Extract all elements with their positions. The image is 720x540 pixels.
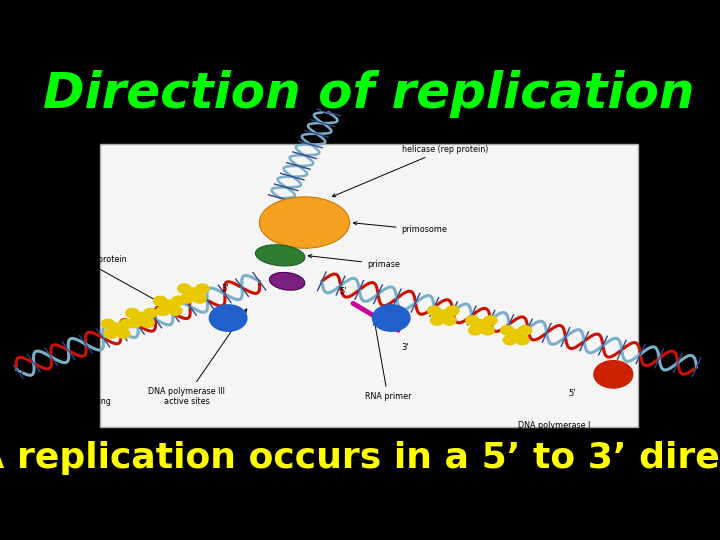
Circle shape <box>428 306 441 315</box>
Circle shape <box>186 288 200 297</box>
Text: primase: primase <box>308 254 400 269</box>
Circle shape <box>117 329 130 339</box>
Circle shape <box>141 318 154 328</box>
Circle shape <box>104 329 117 339</box>
Text: DNA polymerase I: DNA polymerase I <box>518 421 590 430</box>
Circle shape <box>503 335 516 345</box>
Circle shape <box>431 316 444 325</box>
Text: RNA primer: RNA primer <box>364 322 411 401</box>
Circle shape <box>163 300 176 309</box>
Text: 5': 5' <box>339 287 346 295</box>
Text: ssDNA-binding protein: ssDNA-binding protein <box>37 255 162 304</box>
Circle shape <box>469 326 482 335</box>
Text: 5': 5' <box>265 110 272 119</box>
Circle shape <box>210 305 247 331</box>
Text: 5': 5' <box>568 389 575 399</box>
Circle shape <box>171 296 185 306</box>
Circle shape <box>500 326 514 335</box>
Text: DNA replication occurs in a 5’ to 3’ direction: DNA replication occurs in a 5’ to 3’ dir… <box>0 441 720 475</box>
Circle shape <box>168 306 182 315</box>
Ellipse shape <box>259 197 350 248</box>
Text: 5': 5' <box>17 367 25 376</box>
Bar <box>100 144 638 427</box>
Circle shape <box>153 296 167 306</box>
Circle shape <box>484 316 497 325</box>
Circle shape <box>196 284 209 293</box>
Circle shape <box>481 326 495 335</box>
Text: replicating: replicating <box>68 397 111 406</box>
Circle shape <box>193 294 206 303</box>
Circle shape <box>135 313 148 322</box>
Ellipse shape <box>256 245 305 266</box>
Circle shape <box>475 320 488 329</box>
Text: Ligase: Ligase <box>650 402 676 410</box>
Circle shape <box>594 361 633 388</box>
Circle shape <box>144 308 157 318</box>
Text: 3': 3' <box>401 343 409 352</box>
Circle shape <box>129 318 142 328</box>
Circle shape <box>437 310 450 319</box>
Circle shape <box>102 319 114 328</box>
Circle shape <box>443 316 456 325</box>
Circle shape <box>466 316 479 325</box>
Ellipse shape <box>269 272 305 290</box>
Text: Direction of replication: Direction of replication <box>43 70 695 118</box>
Circle shape <box>510 329 523 339</box>
Circle shape <box>181 294 194 303</box>
Circle shape <box>518 326 532 335</box>
Circle shape <box>178 284 191 293</box>
Text: DNA polymerase III
active sites: DNA polymerase III active sites <box>148 309 247 406</box>
Text: helicase (rep protein): helicase (rep protein) <box>333 145 488 197</box>
Circle shape <box>120 319 132 328</box>
Circle shape <box>110 323 124 333</box>
Text: 3': 3' <box>320 110 328 119</box>
Circle shape <box>126 308 139 318</box>
Text: 3': 3' <box>641 375 649 384</box>
Circle shape <box>156 306 169 315</box>
Circle shape <box>372 305 410 331</box>
Text: 3': 3' <box>221 284 228 293</box>
Text: primosome: primosome <box>354 221 448 234</box>
Circle shape <box>446 306 459 315</box>
Text: 3': 3' <box>17 287 25 295</box>
Circle shape <box>516 335 529 345</box>
